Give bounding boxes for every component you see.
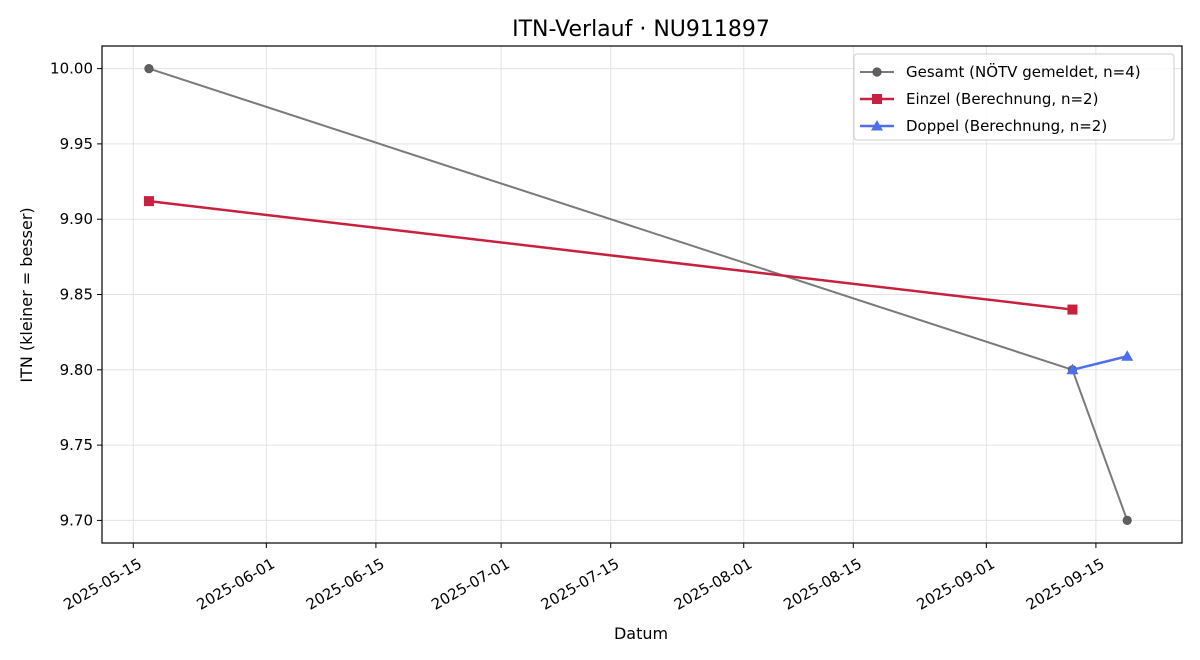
legend-marker (872, 67, 882, 77)
legend-label: Einzel (Berechnung, n=2) (906, 90, 1098, 108)
legend-item: Doppel (Berechnung, n=2) (860, 117, 1107, 135)
y-axis-label: ITN (kleiner = besser) (17, 207, 36, 382)
data-point (1122, 515, 1132, 526)
series-line (148, 199, 1073, 311)
y-axis: 9.70 9.75 9.80 9.85 9.90 9.95 10.00 (50, 60, 102, 529)
y-tick-label: 10.00 (50, 60, 93, 78)
legend-marker (872, 94, 882, 104)
data-point (143, 196, 154, 207)
x-tick-label: 2025-09-01 (913, 555, 998, 614)
x-tick-label: 2025-05-15 (60, 555, 145, 614)
data-point (1066, 363, 1079, 375)
series-layer (143, 63, 1134, 526)
x-tick-label: 2025-08-01 (671, 555, 756, 614)
y-tick-label: 9.80 (60, 361, 93, 379)
y-tick-label: 9.85 (60, 286, 93, 304)
x-tick-label: 2025-06-01 (193, 555, 278, 614)
series-line (1072, 355, 1128, 372)
legend-item: Einzel (Berechnung, n=2) (860, 90, 1098, 108)
data-point (1121, 350, 1134, 361)
chart-title: ITN-Verlauf · NU911897 (512, 17, 770, 42)
x-tick-label: 2025-07-01 (428, 555, 513, 614)
x-tick-label: 2025-09-15 (1023, 555, 1108, 614)
y-tick-label: 9.75 (60, 436, 93, 454)
data-point (144, 63, 154, 74)
x-tick-label: 2025-08-15 (780, 555, 865, 614)
grid (102, 46, 1182, 543)
legend-box (853, 53, 1175, 141)
x-axis-label: Datum (614, 624, 668, 643)
data-point (1067, 304, 1078, 315)
x-tick-label: 2025-07-15 (538, 555, 623, 614)
y-tick-label: 9.95 (60, 135, 93, 153)
y-tick-label: 9.70 (60, 511, 93, 529)
legend-label: Gesamt (NÖTV gemeldet, n=4) (906, 62, 1141, 81)
legend-item: Gesamt (NÖTV gemeldet, n=4) (860, 62, 1141, 81)
legend: Gesamt (NÖTV gemeldet, n=4) Einzel (Berec… (853, 53, 1175, 141)
legend-label: Doppel (Berechnung, n=2) (906, 117, 1107, 135)
y-tick-label: 9.90 (60, 210, 93, 228)
x-tick-label: 2025-06-15 (303, 555, 388, 614)
series-square (143, 196, 1078, 315)
series-triangle (1066, 350, 1134, 375)
x-axis: 2025-05-15 2025-06-01 2025-06-15 2025-07-01… (60, 543, 1108, 614)
legend-marker (871, 120, 883, 131)
